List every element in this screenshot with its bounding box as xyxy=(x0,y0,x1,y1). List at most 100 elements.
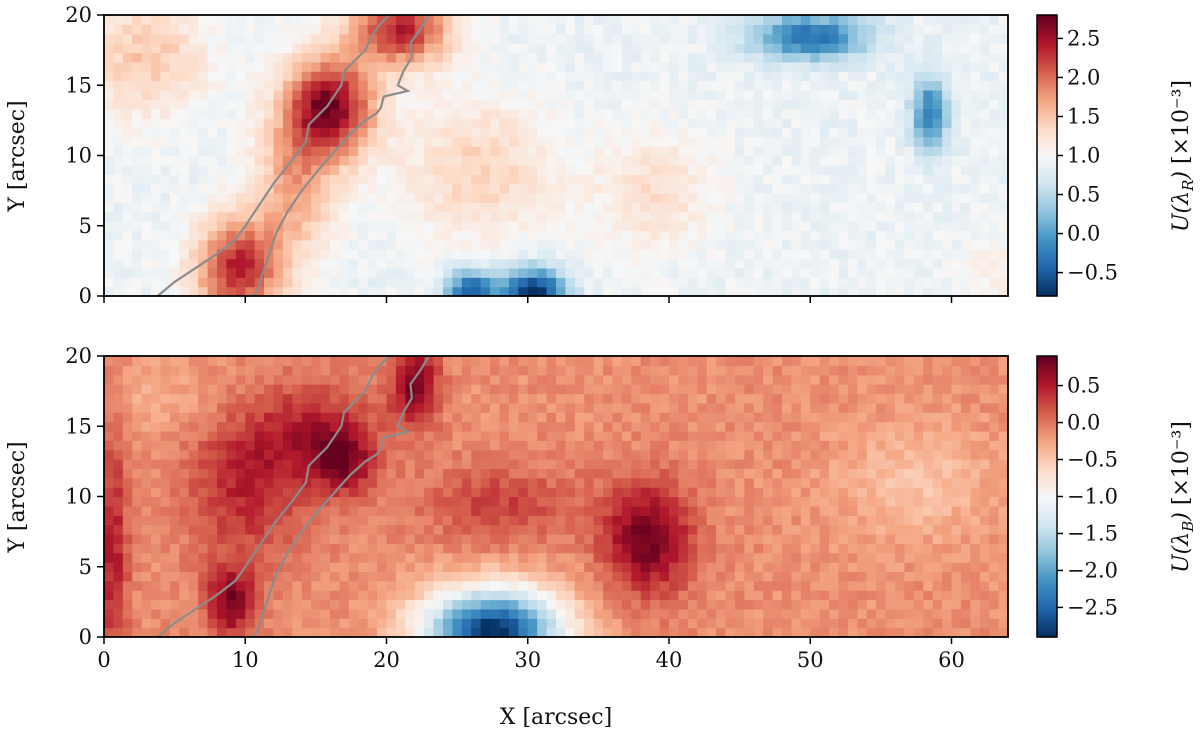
heatmap-cell xyxy=(188,384,199,395)
heatmap-cell xyxy=(235,136,246,147)
heatmap-cell xyxy=(151,43,162,54)
heatmap-cell xyxy=(612,202,623,213)
heatmap-cell xyxy=(217,496,228,507)
heatmap-cell xyxy=(546,239,557,250)
heatmap-cell xyxy=(518,136,529,147)
heatmap-cell xyxy=(461,421,472,432)
heatmap-cell xyxy=(669,496,680,507)
heatmap-cell xyxy=(348,496,359,507)
heatmap-cell xyxy=(621,393,632,404)
heatmap-cell xyxy=(169,258,180,269)
heatmap-cell xyxy=(367,108,378,119)
heatmap-cell xyxy=(631,515,642,526)
heatmap-cell xyxy=(292,267,303,278)
heatmap-cell xyxy=(160,277,171,288)
heatmap-cell xyxy=(461,174,472,185)
heatmap-cell xyxy=(942,127,953,138)
heatmap-cell xyxy=(320,468,331,479)
heatmap-cell xyxy=(621,99,632,110)
heatmap-cell xyxy=(687,286,698,296)
heatmap-cell xyxy=(377,249,388,260)
heatmap-cell xyxy=(970,52,981,63)
heatmap-cell xyxy=(838,286,849,296)
heatmap-cell xyxy=(122,127,133,138)
heatmap-cell xyxy=(151,15,162,25)
heatmap-cell xyxy=(254,421,265,432)
heatmap-cell xyxy=(169,43,180,54)
heatmap-cell xyxy=(179,580,190,591)
heatmap-cell xyxy=(452,608,463,619)
heatmap-cell xyxy=(603,230,614,241)
heatmap-cell xyxy=(339,393,350,404)
heatmap-cell xyxy=(282,515,293,526)
heatmap-cell xyxy=(207,267,218,278)
heatmap-cell xyxy=(640,211,651,222)
heatmap-cell xyxy=(160,52,171,63)
heatmap-cell xyxy=(273,71,284,82)
heatmap-cell xyxy=(235,412,246,423)
heatmap-cell xyxy=(179,24,190,35)
heatmap-cell xyxy=(414,258,425,269)
heatmap-cell xyxy=(141,155,152,166)
heatmap-cell xyxy=(235,192,246,203)
heatmap-cell xyxy=(904,15,915,25)
heatmap-cell xyxy=(320,43,331,54)
heatmap-cell xyxy=(414,230,425,241)
heatmap-cell xyxy=(537,267,548,278)
heatmap-cell xyxy=(245,277,256,288)
heatmap-cell xyxy=(584,608,595,619)
heatmap-cell xyxy=(122,89,133,100)
heatmap-cell xyxy=(301,71,312,82)
heatmap-cell xyxy=(188,440,199,451)
heatmap-cell xyxy=(913,286,924,296)
heatmap-cell xyxy=(490,440,501,451)
heatmap-cell xyxy=(471,524,482,535)
heatmap-cell xyxy=(669,249,680,260)
heatmap-cell xyxy=(716,459,727,469)
heatmap-cell xyxy=(678,202,689,213)
heatmap-cell xyxy=(800,277,811,288)
heatmap-cell xyxy=(198,108,209,119)
heatmap-cell xyxy=(810,211,821,222)
heatmap-cell xyxy=(264,192,275,203)
heatmap-cell xyxy=(122,449,133,460)
heatmap-cell xyxy=(226,155,237,166)
heatmap-cell xyxy=(188,183,199,194)
heatmap-cell xyxy=(687,496,698,507)
heatmap-cell xyxy=(678,43,689,54)
heatmap-cell xyxy=(311,71,322,82)
heatmap-cell xyxy=(932,80,943,91)
heatmap-cell xyxy=(574,258,585,269)
heatmap-cell xyxy=(650,136,661,147)
heatmap-cell xyxy=(508,627,519,637)
heatmap-cell xyxy=(725,258,736,269)
heatmap-cell xyxy=(687,33,698,44)
heatmap-cell xyxy=(254,571,265,582)
heatmap-cell xyxy=(508,533,519,544)
heatmap-cell xyxy=(725,127,736,138)
heatmap-cell xyxy=(678,505,689,516)
heatmap-cell xyxy=(443,599,454,610)
heatmap-cell xyxy=(800,183,811,194)
heatmap-cell xyxy=(377,468,388,479)
heatmap-cell xyxy=(508,15,519,25)
heatmap-cell xyxy=(282,230,293,241)
colorbar-segment xyxy=(1037,34,1057,39)
heatmap-cell xyxy=(320,524,331,535)
heatmap-cell xyxy=(650,356,661,366)
heatmap-cell xyxy=(612,174,623,185)
heatmap-cell xyxy=(960,183,971,194)
heatmap-cell xyxy=(565,211,576,222)
heatmap-cell xyxy=(923,155,934,166)
heatmap-cell xyxy=(819,15,830,25)
heatmap-cell xyxy=(264,127,275,138)
heatmap-cell xyxy=(151,608,162,619)
heatmap-cell xyxy=(160,127,171,138)
heatmap-cell xyxy=(885,277,896,288)
heatmap-cell xyxy=(603,496,614,507)
heatmap-cell xyxy=(273,459,284,469)
heatmap-cell xyxy=(226,505,237,516)
heatmap-cell xyxy=(264,108,275,119)
colorbar-segment xyxy=(1037,57,1057,61)
